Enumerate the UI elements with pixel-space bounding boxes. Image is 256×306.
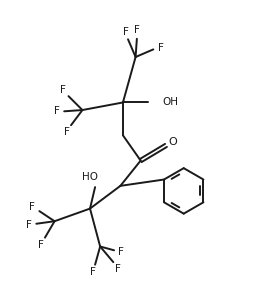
Text: O: O <box>168 137 177 147</box>
Text: F: F <box>115 264 121 274</box>
Text: F: F <box>158 43 164 53</box>
Text: F: F <box>60 85 66 95</box>
Text: F: F <box>64 127 70 137</box>
Text: F: F <box>38 240 44 250</box>
Text: OH: OH <box>162 98 178 107</box>
Text: F: F <box>134 25 140 35</box>
Text: F: F <box>123 27 129 37</box>
Text: F: F <box>29 202 35 211</box>
Text: HO: HO <box>82 172 98 182</box>
Text: F: F <box>90 267 96 277</box>
Text: F: F <box>54 106 60 116</box>
Text: F: F <box>118 247 124 257</box>
Text: F: F <box>26 220 32 230</box>
